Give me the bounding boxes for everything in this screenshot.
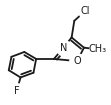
Text: N: N [60,43,67,53]
Text: O: O [73,56,81,66]
Text: Cl: Cl [81,6,90,16]
Text: F: F [14,86,19,96]
Text: CH₃: CH₃ [88,44,106,54]
